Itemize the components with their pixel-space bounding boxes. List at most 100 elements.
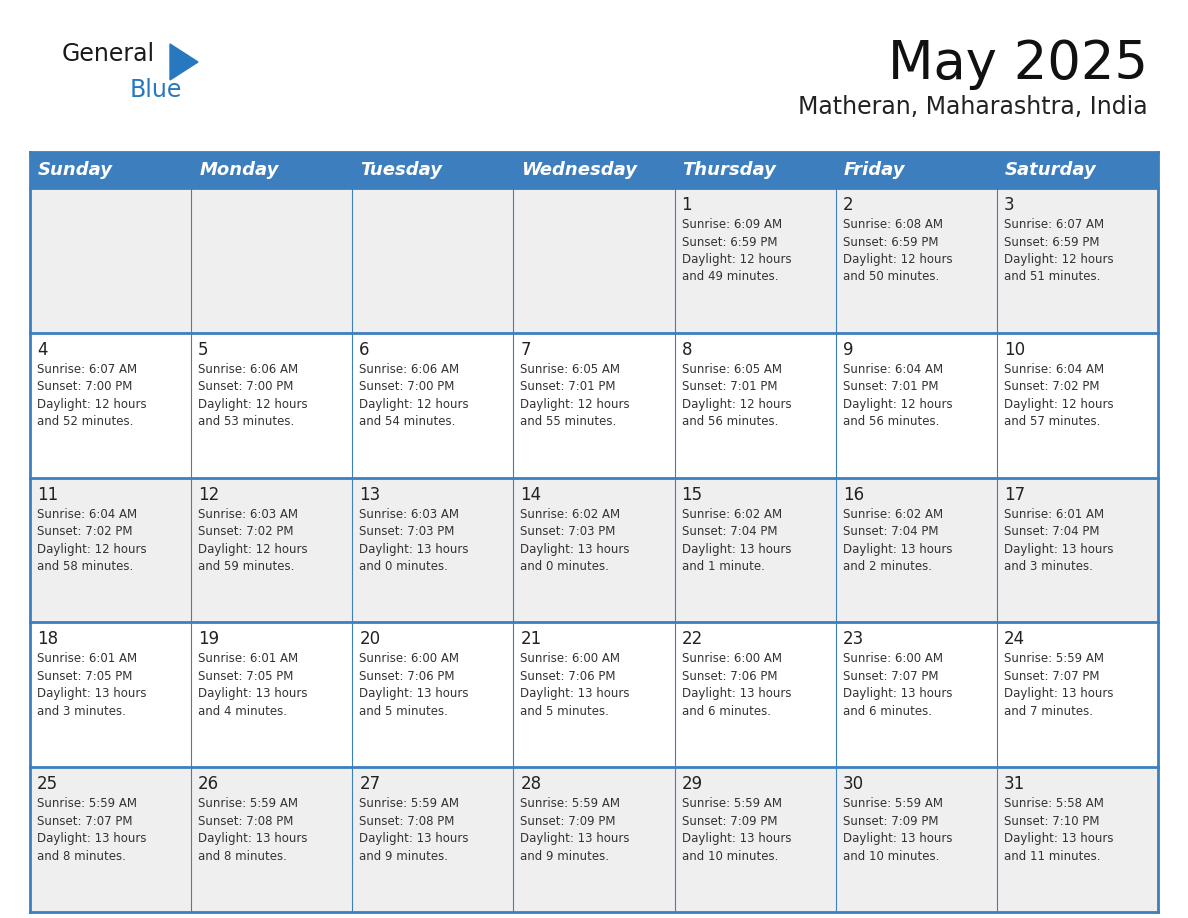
Text: Daylight: 13 hours: Daylight: 13 hours xyxy=(682,543,791,555)
Text: 27: 27 xyxy=(359,775,380,793)
Text: 3: 3 xyxy=(1004,196,1015,214)
Text: Sunrise: 6:05 AM: Sunrise: 6:05 AM xyxy=(520,363,620,375)
Text: 20: 20 xyxy=(359,631,380,648)
Bar xyxy=(675,622,835,767)
Text: and 9 minutes.: and 9 minutes. xyxy=(520,850,609,863)
Text: Daylight: 13 hours: Daylight: 13 hours xyxy=(359,543,469,555)
Bar xyxy=(513,333,675,477)
Bar xyxy=(353,767,513,912)
Bar xyxy=(675,333,835,477)
Bar xyxy=(353,333,513,477)
Bar xyxy=(997,477,1158,622)
Bar xyxy=(513,152,675,188)
Text: Sunset: 7:08 PM: Sunset: 7:08 PM xyxy=(198,814,293,828)
Bar xyxy=(997,188,1158,333)
Text: Sunset: 7:00 PM: Sunset: 7:00 PM xyxy=(359,380,455,393)
Text: 12: 12 xyxy=(198,486,220,504)
Text: Daylight: 12 hours: Daylight: 12 hours xyxy=(842,253,953,266)
Text: 16: 16 xyxy=(842,486,864,504)
Text: 30: 30 xyxy=(842,775,864,793)
Text: Sunday: Sunday xyxy=(38,161,113,179)
Bar xyxy=(675,767,835,912)
Bar xyxy=(30,622,191,767)
Bar xyxy=(997,767,1158,912)
Text: Daylight: 13 hours: Daylight: 13 hours xyxy=(842,543,953,555)
Text: Daylight: 12 hours: Daylight: 12 hours xyxy=(198,397,308,410)
Text: and 11 minutes.: and 11 minutes. xyxy=(1004,850,1100,863)
Text: and 9 minutes.: and 9 minutes. xyxy=(359,850,448,863)
Text: May 2025: May 2025 xyxy=(887,38,1148,90)
Text: Sunset: 7:09 PM: Sunset: 7:09 PM xyxy=(682,814,777,828)
Text: Daylight: 13 hours: Daylight: 13 hours xyxy=(198,833,308,845)
Text: Sunrise: 6:00 AM: Sunrise: 6:00 AM xyxy=(682,653,782,666)
Text: Sunrise: 6:05 AM: Sunrise: 6:05 AM xyxy=(682,363,782,375)
Bar xyxy=(513,622,675,767)
Bar xyxy=(191,152,353,188)
Bar xyxy=(675,188,835,333)
Text: 14: 14 xyxy=(520,486,542,504)
Text: Daylight: 13 hours: Daylight: 13 hours xyxy=(682,833,791,845)
Text: Sunrise: 6:08 AM: Sunrise: 6:08 AM xyxy=(842,218,943,231)
Bar xyxy=(675,477,835,622)
Bar xyxy=(835,477,997,622)
Text: and 8 minutes.: and 8 minutes. xyxy=(198,850,287,863)
Text: Daylight: 13 hours: Daylight: 13 hours xyxy=(1004,543,1113,555)
Polygon shape xyxy=(170,44,198,80)
Text: 23: 23 xyxy=(842,631,864,648)
Text: and 50 minutes.: and 50 minutes. xyxy=(842,271,939,284)
Text: Sunset: 7:05 PM: Sunset: 7:05 PM xyxy=(37,670,132,683)
Bar xyxy=(835,622,997,767)
Bar xyxy=(835,188,997,333)
Bar xyxy=(353,477,513,622)
Text: and 3 minutes.: and 3 minutes. xyxy=(37,705,126,718)
Text: Sunset: 7:00 PM: Sunset: 7:00 PM xyxy=(198,380,293,393)
Text: and 51 minutes.: and 51 minutes. xyxy=(1004,271,1100,284)
Text: and 6 minutes.: and 6 minutes. xyxy=(842,705,931,718)
Text: Daylight: 12 hours: Daylight: 12 hours xyxy=(37,543,146,555)
Text: Daylight: 13 hours: Daylight: 13 hours xyxy=(520,688,630,700)
Bar xyxy=(30,767,191,912)
Text: Sunrise: 5:58 AM: Sunrise: 5:58 AM xyxy=(1004,797,1104,811)
Text: Daylight: 13 hours: Daylight: 13 hours xyxy=(842,833,953,845)
Text: and 57 minutes.: and 57 minutes. xyxy=(1004,415,1100,429)
Bar xyxy=(30,333,191,477)
Text: Sunrise: 6:06 AM: Sunrise: 6:06 AM xyxy=(359,363,460,375)
Text: Sunset: 7:02 PM: Sunset: 7:02 PM xyxy=(37,525,133,538)
Text: and 2 minutes.: and 2 minutes. xyxy=(842,560,931,573)
Bar xyxy=(30,152,191,188)
Text: Daylight: 13 hours: Daylight: 13 hours xyxy=(1004,688,1113,700)
Text: Sunset: 7:06 PM: Sunset: 7:06 PM xyxy=(520,670,615,683)
Text: 22: 22 xyxy=(682,631,703,648)
Text: Sunrise: 5:59 AM: Sunrise: 5:59 AM xyxy=(198,797,298,811)
Bar xyxy=(191,477,353,622)
Bar xyxy=(30,477,191,622)
Text: Sunset: 7:06 PM: Sunset: 7:06 PM xyxy=(359,670,455,683)
Bar xyxy=(835,767,997,912)
Bar xyxy=(191,767,353,912)
Text: and 59 minutes.: and 59 minutes. xyxy=(198,560,295,573)
Text: 21: 21 xyxy=(520,631,542,648)
Text: Sunset: 7:09 PM: Sunset: 7:09 PM xyxy=(842,814,939,828)
Text: 17: 17 xyxy=(1004,486,1025,504)
Text: 29: 29 xyxy=(682,775,702,793)
Text: and 55 minutes.: and 55 minutes. xyxy=(520,415,617,429)
Text: and 54 minutes.: and 54 minutes. xyxy=(359,415,456,429)
Text: Sunset: 7:08 PM: Sunset: 7:08 PM xyxy=(359,814,455,828)
Text: Friday: Friday xyxy=(843,161,905,179)
Text: 19: 19 xyxy=(198,631,220,648)
Text: and 56 minutes.: and 56 minutes. xyxy=(842,415,939,429)
Text: 2: 2 xyxy=(842,196,853,214)
Text: Sunrise: 6:04 AM: Sunrise: 6:04 AM xyxy=(1004,363,1104,375)
Text: Daylight: 12 hours: Daylight: 12 hours xyxy=(682,397,791,410)
Text: Daylight: 12 hours: Daylight: 12 hours xyxy=(1004,397,1113,410)
Text: and 58 minutes.: and 58 minutes. xyxy=(37,560,133,573)
Text: and 8 minutes.: and 8 minutes. xyxy=(37,850,126,863)
Text: Daylight: 13 hours: Daylight: 13 hours xyxy=(682,688,791,700)
Text: 9: 9 xyxy=(842,341,853,359)
Text: Sunset: 7:02 PM: Sunset: 7:02 PM xyxy=(1004,380,1099,393)
Bar xyxy=(30,188,191,333)
Text: Sunset: 7:07 PM: Sunset: 7:07 PM xyxy=(1004,670,1099,683)
Text: Sunset: 6:59 PM: Sunset: 6:59 PM xyxy=(842,236,939,249)
Text: Daylight: 13 hours: Daylight: 13 hours xyxy=(842,688,953,700)
Text: and 7 minutes.: and 7 minutes. xyxy=(1004,705,1093,718)
